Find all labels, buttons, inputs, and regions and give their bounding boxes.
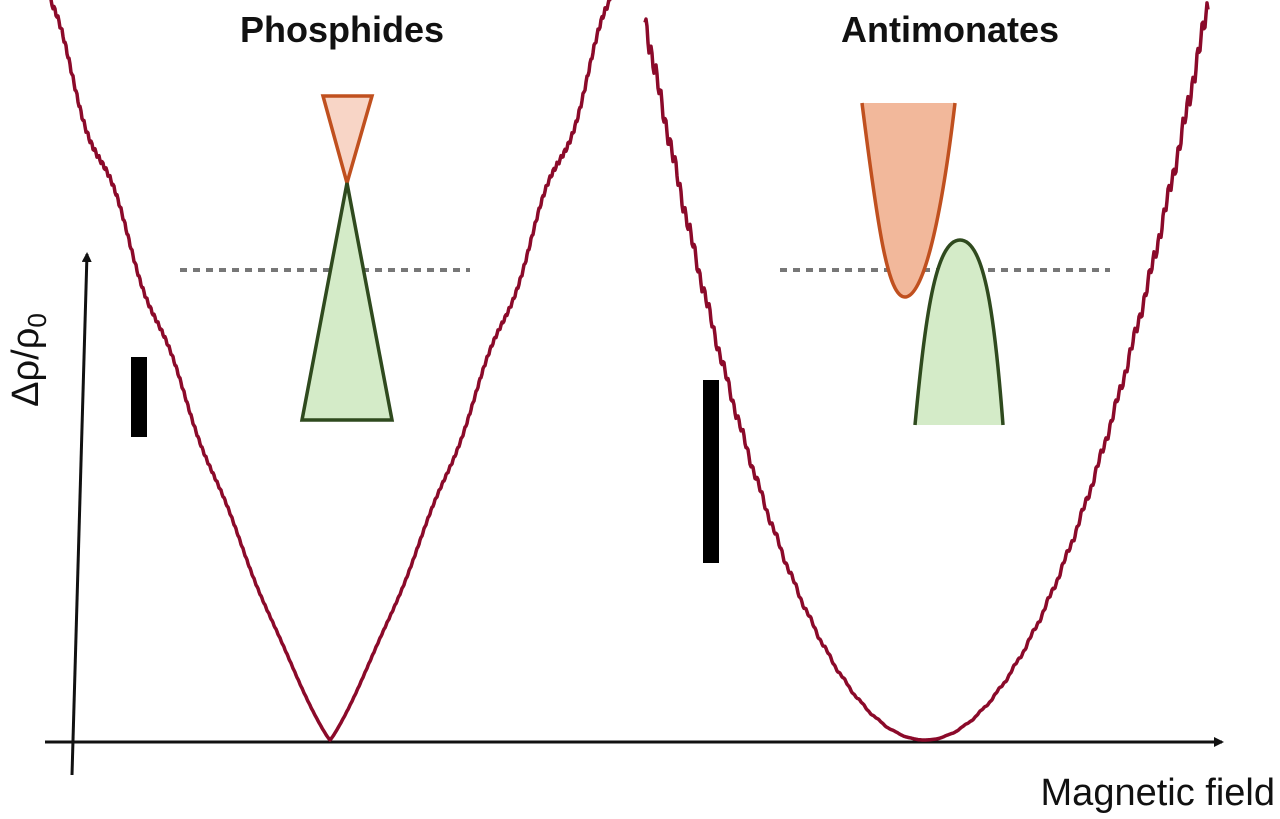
y-label-main: Δρ/ρ	[5, 328, 47, 407]
magnetoresistance-curve	[49, 0, 612, 742]
scale-bar	[703, 380, 719, 563]
valence-cone	[299, 182, 395, 422]
conduction-band	[860, 102, 957, 299]
panel-title: Phosphides	[240, 9, 444, 50]
conduction-cone	[320, 94, 375, 190]
valence-band	[913, 238, 1005, 426]
panel-title: Antimonates	[841, 9, 1059, 50]
scale-bar	[131, 357, 147, 437]
x-axis-label: Magnetic field	[1041, 772, 1275, 814]
magnetoresistance-curve	[643, 1, 1210, 742]
y-axis	[70, 252, 92, 776]
y-label-subscript: 0	[22, 313, 52, 327]
y-axis-label: Δρ/ρ0	[5, 313, 52, 407]
